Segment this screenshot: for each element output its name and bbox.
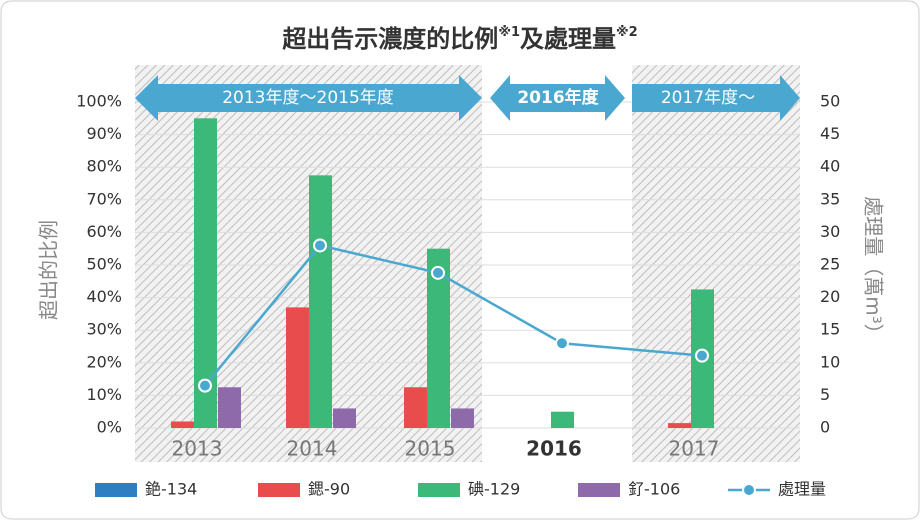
bar — [668, 423, 691, 428]
bar — [451, 408, 474, 428]
bar — [286, 307, 309, 428]
legend-swatch — [418, 483, 460, 497]
bar — [404, 387, 427, 428]
line-point — [695, 348, 709, 363]
legend-label: 釕-106 — [628, 480, 680, 499]
legend-label: 鍶-90 — [308, 480, 350, 499]
title-note: ※2 — [616, 25, 638, 40]
period-arrow — [135, 75, 482, 121]
y2-tick-label: 0 — [820, 418, 830, 437]
y2-tick-label: 25 — [820, 255, 840, 274]
title-part: 及處理量 — [520, 25, 616, 53]
legend-swatch — [742, 483, 756, 497]
y-tick-label: 90% — [86, 124, 122, 143]
y-tick-label: 40% — [86, 287, 122, 306]
bar — [194, 118, 217, 429]
line-point — [431, 265, 445, 280]
title-part: 超出告示濃度的比例 — [282, 25, 498, 53]
y-tick-label: 100% — [76, 92, 122, 111]
y2-tick-label: 30 — [820, 222, 840, 241]
hatched-period — [632, 65, 800, 462]
y2-tick-label: 5 — [820, 385, 830, 404]
legend-swatch — [258, 483, 300, 497]
legend-label: 碘-129 — [468, 480, 520, 499]
period-label: 2013年度～2015年度 — [222, 88, 394, 108]
line-point — [555, 336, 569, 351]
bar — [333, 408, 356, 428]
y2-tick-label: 15 — [820, 320, 840, 339]
bar — [427, 248, 450, 428]
y-tick-label: 50% — [86, 255, 122, 274]
y2-tick-label: 35 — [820, 189, 840, 208]
plot — [171, 118, 714, 429]
period-arrow — [490, 75, 625, 121]
legend-swatch — [578, 483, 620, 497]
y-tick-label: 60% — [86, 222, 122, 241]
y-tick-label: 30% — [86, 320, 122, 339]
line-point — [313, 238, 327, 253]
x-tick-label: 2014 — [287, 437, 338, 461]
period-label: 2017年度～ — [661, 88, 755, 108]
y-tick-label: 80% — [86, 157, 122, 176]
y-tick-label: 20% — [86, 352, 122, 371]
chart-title: 超出告示濃度的比例※1及處理量※2 — [282, 25, 637, 54]
y2-tick-label: 20 — [820, 287, 840, 306]
y-axis-title: 超出的比例 — [37, 220, 61, 320]
bar — [171, 421, 194, 428]
y-tick-label: 0% — [97, 418, 122, 437]
y-tick-label: 10% — [86, 385, 122, 404]
y2-axis-title: 處理量（萬m³） — [862, 196, 886, 344]
x-tick-label: 2017 — [669, 437, 720, 461]
legend-label: 處理量 — [778, 480, 826, 499]
period-label: 2016年度 — [517, 87, 599, 108]
y2-tick-label: 40 — [820, 157, 840, 176]
bar — [218, 387, 241, 428]
x-tick-label: 2013 — [172, 437, 223, 461]
y2-tick-label: 45 — [820, 124, 840, 143]
y2-tick-label: 50 — [820, 92, 840, 111]
bar — [551, 411, 574, 428]
legend-label: 銫-134 — [145, 480, 197, 499]
bar — [309, 175, 332, 428]
title-note: ※1 — [498, 25, 520, 40]
period-arrow — [632, 75, 800, 121]
y2-tick-label: 10 — [820, 352, 840, 371]
x-tick-label: 2015 — [405, 437, 456, 461]
legend-swatch — [95, 483, 137, 497]
x-tick-label: 2016 — [526, 437, 582, 461]
y-tick-label: 70% — [86, 189, 122, 208]
line-point — [198, 378, 212, 393]
